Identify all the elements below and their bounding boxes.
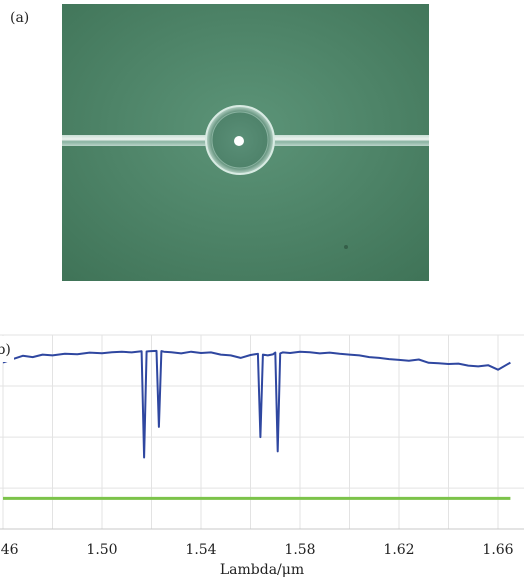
- microsphere-photo: [62, 4, 429, 281]
- microsphere-highlight: [234, 136, 244, 146]
- transmission-series-line: [2, 349, 511, 459]
- x-tick-labels: 1.46 1.50 1.54 1.58 1.62 1.66: [0, 542, 514, 558]
- x-tick-label: 1.46: [0, 542, 19, 558]
- x-tick-label: 1.50: [86, 542, 117, 558]
- x-tick-label: 1.54: [185, 542, 216, 558]
- x-tick-label: 1.58: [284, 542, 315, 558]
- x-axis-label: Lambda/μm: [219, 562, 305, 578]
- panel-a-label: (a): [10, 10, 30, 26]
- transmission-spectrum-chart: 1.46 1.50 1.54 1.58 1.62 1.66 (b): [0, 334, 524, 558]
- panel-b-label: (b): [0, 342, 11, 358]
- panel-b-label-bg: [0, 336, 14, 362]
- x-tick-label: 1.62: [383, 542, 414, 558]
- chart-grid: [0, 334, 524, 529]
- microsphere-inner-ring: [211, 111, 269, 169]
- x-tick-label: 1.66: [482, 542, 513, 558]
- chart-series-layer: [2, 349, 511, 500]
- dust-speck: [344, 245, 348, 249]
